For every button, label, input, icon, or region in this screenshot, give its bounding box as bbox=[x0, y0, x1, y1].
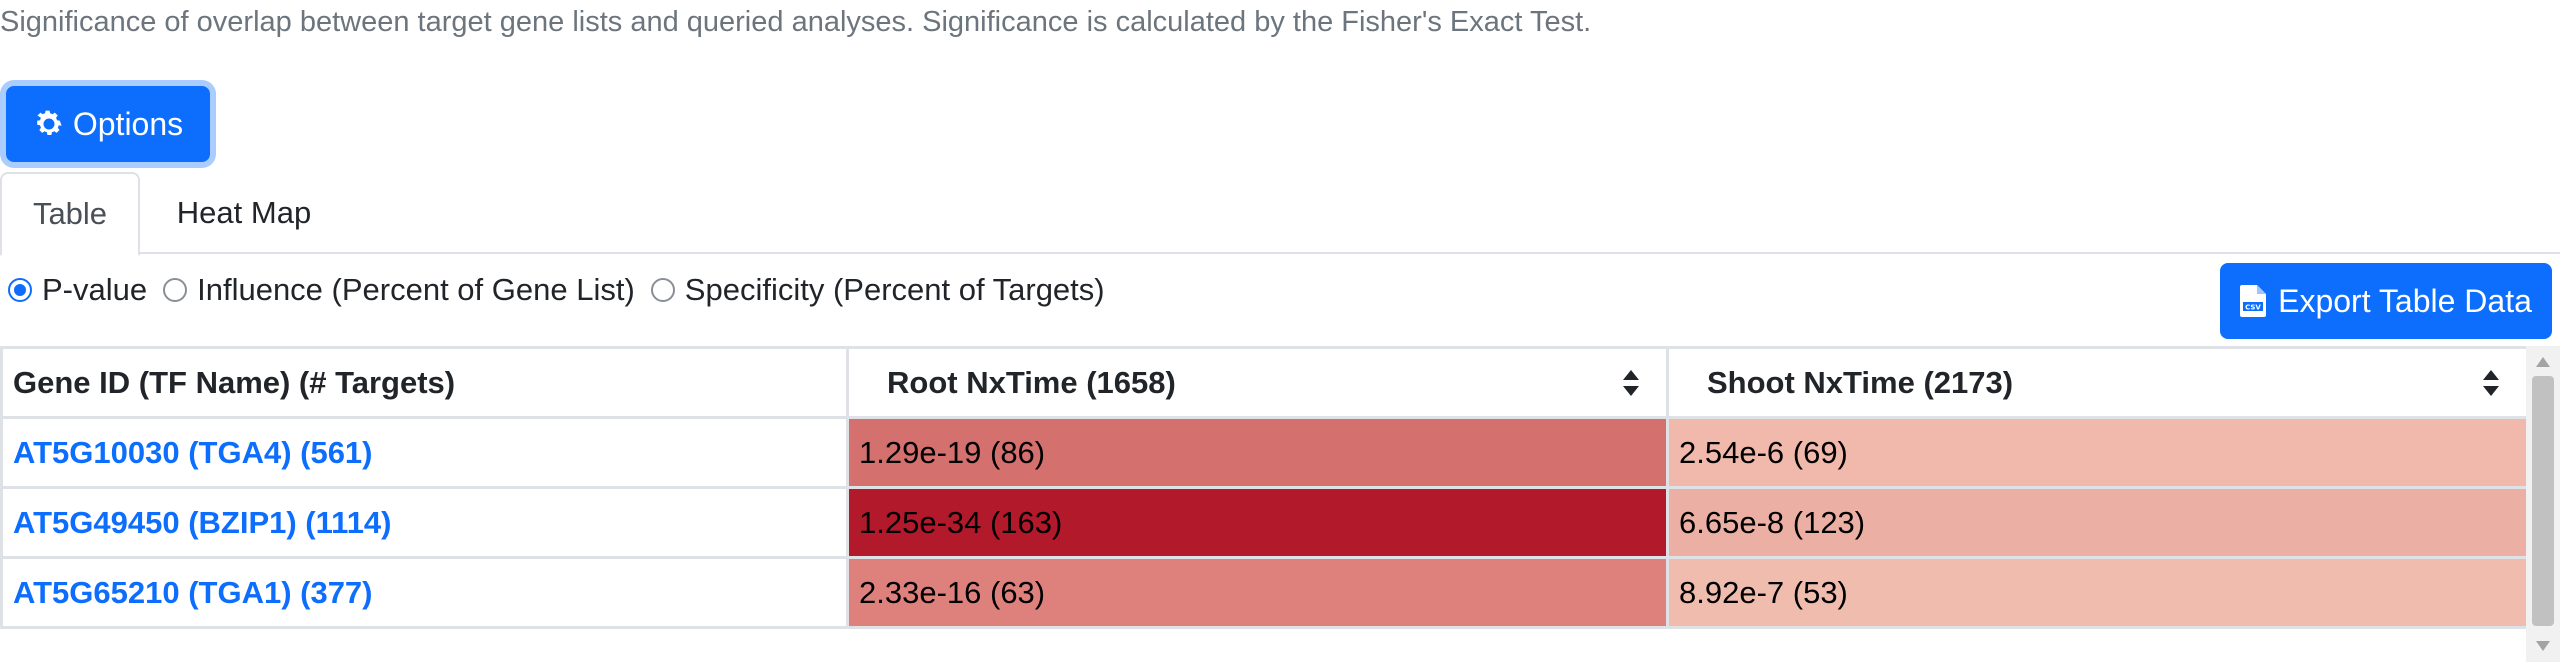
page-description: Significance of overlap between target g… bbox=[0, 6, 1592, 38]
gene-link[interactable]: AT5G65210 (TGA1) (377) bbox=[13, 574, 373, 610]
scroll-down-icon[interactable] bbox=[2535, 640, 2551, 652]
export-button-label: Export Table Data bbox=[2278, 282, 2532, 319]
options-button[interactable]: Options bbox=[6, 86, 210, 162]
radio-button[interactable] bbox=[650, 278, 675, 302]
radio-p-value[interactable]: P-value bbox=[8, 272, 147, 308]
gene-link[interactable]: AT5G10030 (TGA4) (561) bbox=[13, 434, 373, 470]
scrollbar-thumb[interactable] bbox=[2532, 376, 2554, 626]
radio-label: Influence (Percent of Gene List) bbox=[197, 272, 635, 307]
radio-label: P-value bbox=[42, 272, 148, 307]
root-value-cell: 1.29e-19 (86) bbox=[846, 416, 1669, 489]
table-row: AT5G65210 (TGA1) (377) 2.33e-16 (63) 8.9… bbox=[0, 556, 2529, 629]
root-value-cell: 1.25e-34 (163) bbox=[846, 486, 1669, 559]
options-button-label: Options bbox=[72, 105, 184, 142]
table-row: AT5G10030 (TGA4) (561) 1.29e-19 (86) 2.5… bbox=[0, 416, 2529, 489]
export-table-data-button[interactable]: CSV Export Table Data bbox=[2220, 263, 2552, 339]
column-header-label: Shoot NxTime (2173) bbox=[1707, 364, 2014, 400]
sort-icon[interactable] bbox=[1622, 369, 1640, 397]
radio-button[interactable] bbox=[8, 278, 32, 302]
radio-label: Specificity (Percent of Targets) bbox=[684, 272, 1105, 307]
tab-table[interactable]: Table bbox=[0, 172, 140, 256]
gene-cell: AT5G10030 (TGA4) (561) bbox=[0, 416, 849, 489]
column-header-gene-id[interactable]: Gene ID (TF Name) (# Targets) bbox=[0, 346, 849, 419]
gene-cell: AT5G49450 (BZIP1) (1114) bbox=[0, 486, 849, 559]
root-value-cell: 2.33e-16 (63) bbox=[846, 556, 1669, 629]
sort-icon[interactable] bbox=[2482, 369, 2500, 397]
shoot-value-cell: 6.65e-8 (123) bbox=[1666, 486, 2529, 559]
results-table: Gene ID (TF Name) (# Targets) Root NxTim… bbox=[0, 346, 2529, 629]
csv-file-icon: CSV bbox=[2240, 285, 2267, 317]
table-row: AT5G49450 (BZIP1) (1114) 1.25e-34 (163) … bbox=[0, 486, 2529, 559]
radio-button[interactable] bbox=[163, 278, 188, 302]
radio-specificity[interactable]: Specificity (Percent of Targets) bbox=[650, 272, 1105, 308]
shoot-value-cell: 8.92e-7 (53) bbox=[1666, 556, 2529, 629]
scroll-up-icon[interactable] bbox=[2535, 356, 2551, 368]
shoot-value-cell: 2.54e-6 (69) bbox=[1666, 416, 2529, 489]
column-header-label: Root NxTime (1658) bbox=[887, 364, 1176, 400]
tab-heat-map[interactable]: Heat Map bbox=[176, 195, 312, 230]
gene-link[interactable]: AT5G49450 (BZIP1) (1114) bbox=[13, 504, 392, 540]
view-tabs: Table Heat Map bbox=[0, 172, 2560, 256]
radio-influence[interactable]: Influence (Percent of Gene List) bbox=[163, 272, 635, 308]
gene-cell: AT5G65210 (TGA1) (377) bbox=[0, 556, 849, 629]
results-table-container: Gene ID (TF Name) (# Targets) Root NxTim… bbox=[0, 346, 2529, 629]
column-header-root[interactable]: Root NxTime (1658) bbox=[846, 346, 1669, 419]
gear-icon bbox=[37, 110, 62, 135]
vertical-scrollbar[interactable] bbox=[2526, 346, 2560, 662]
svg-text:CSV: CSV bbox=[2245, 304, 2261, 312]
table-header-row: Gene ID (TF Name) (# Targets) Root NxTim… bbox=[0, 346, 2529, 419]
metric-radio-group: P-value Influence (Percent of Gene List)… bbox=[8, 268, 1121, 312]
column-header-shoot[interactable]: Shoot NxTime (2173) bbox=[1666, 346, 2529, 419]
